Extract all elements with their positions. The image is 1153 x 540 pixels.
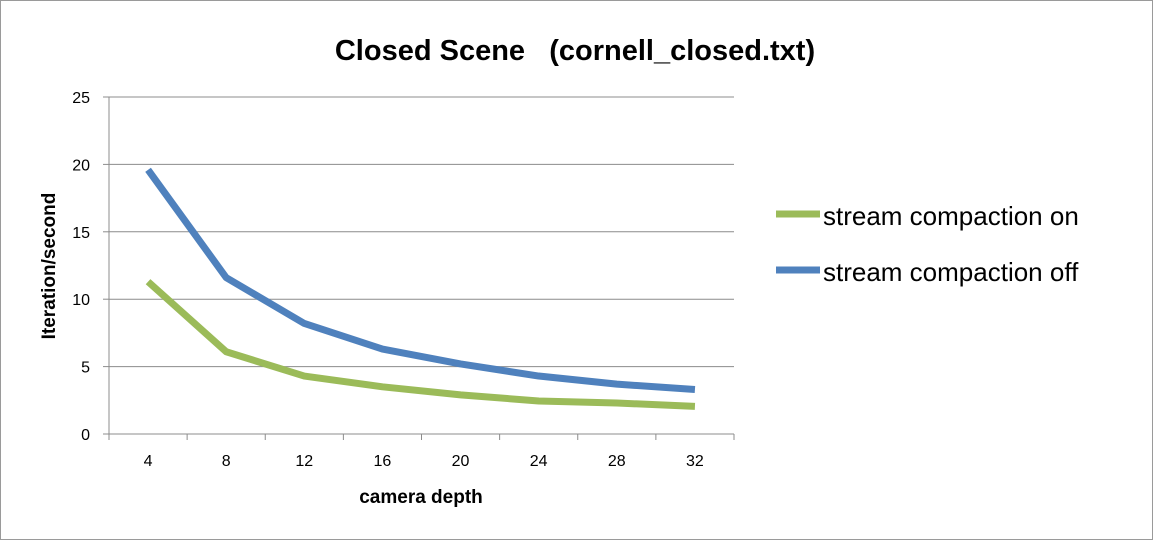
x-tick-label: 28 xyxy=(608,453,626,470)
x-tick-label: 4 xyxy=(144,453,153,470)
x-tick-label: 12 xyxy=(295,453,313,470)
series-stream-compaction-on xyxy=(145,279,696,410)
series-line xyxy=(145,279,696,410)
chart-title: Closed Scene (cornell_closed.txt) xyxy=(335,35,815,67)
legend-item: stream compaction on xyxy=(776,201,1079,231)
y-tick-label: 20 xyxy=(72,157,90,174)
legend-label: stream compaction off xyxy=(823,257,1079,287)
legend-item: stream compaction off xyxy=(776,257,1079,287)
x-tick-labels: 4 8 12 16 20 24 28 32 xyxy=(144,453,704,470)
y-tick-labels: 0 5 10 15 20 25 xyxy=(72,90,90,444)
gridlines xyxy=(109,96,734,368)
y-axis-title: Iteration/second xyxy=(39,193,60,340)
y-tick-label: 25 xyxy=(72,90,90,107)
y-tick-label: 5 xyxy=(81,360,90,377)
x-axis-title: camera depth xyxy=(359,487,483,508)
x-tick-label: 24 xyxy=(530,453,548,470)
axes xyxy=(103,96,735,440)
x-tick-label: 16 xyxy=(374,453,392,470)
legend: stream compaction on stream compaction of… xyxy=(776,201,1079,287)
x-tick-label: 32 xyxy=(686,453,704,470)
legend-label: stream compaction on xyxy=(823,201,1079,231)
x-tick-label: 20 xyxy=(452,453,470,470)
x-tick-label: 8 xyxy=(222,453,231,470)
y-tick-label: 10 xyxy=(72,292,90,309)
series-lines xyxy=(145,167,696,410)
series-stream-compaction-off xyxy=(145,167,696,394)
series-line xyxy=(145,167,696,394)
y-tick-label: 0 xyxy=(81,427,90,444)
y-tick-label: 15 xyxy=(72,225,90,242)
